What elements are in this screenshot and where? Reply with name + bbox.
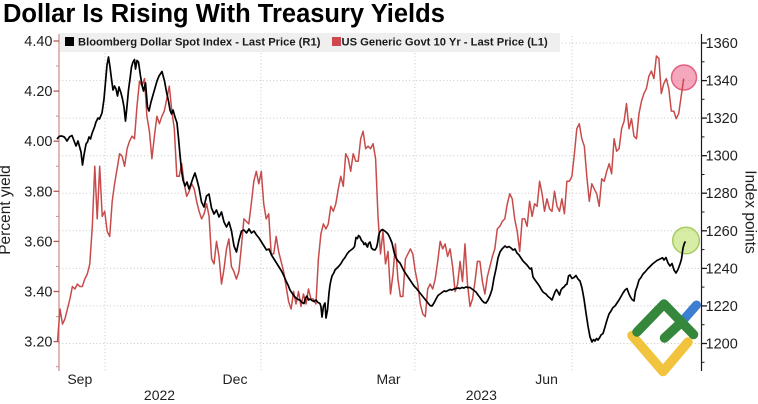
svg-text:2023: 2023	[466, 387, 497, 403]
svg-text:1260: 1260	[706, 224, 738, 240]
svg-text:Jun: Jun	[535, 371, 558, 387]
svg-text:Dec: Dec	[223, 371, 248, 387]
svg-text:Bloomberg Dollar Spot Index -: Bloomberg Dollar Spot Index - Last Price…	[78, 37, 321, 49]
svg-text:Percent yield: Percent yield	[0, 165, 14, 255]
svg-text:Mar: Mar	[376, 371, 400, 387]
svg-text:1240: 1240	[706, 261, 738, 277]
svg-text:1200: 1200	[706, 337, 738, 353]
svg-text:1220: 1220	[706, 299, 738, 315]
svg-text:2022: 2022	[144, 387, 175, 403]
svg-text:4.20: 4.20	[24, 84, 52, 100]
svg-text:1340: 1340	[706, 74, 738, 90]
svg-text:4.40: 4.40	[24, 34, 52, 50]
svg-text:Sep: Sep	[67, 371, 92, 387]
svg-text:3.60: 3.60	[24, 234, 52, 250]
svg-text:1320: 1320	[706, 111, 738, 127]
svg-text:1300: 1300	[706, 149, 738, 165]
svg-text:4.00: 4.00	[24, 134, 52, 150]
svg-text:3.20: 3.20	[24, 335, 52, 351]
svg-text:1280: 1280	[706, 186, 738, 202]
svg-text:1360: 1360	[706, 36, 738, 52]
svg-text:3.40: 3.40	[24, 285, 52, 301]
svg-text:Index points: Index points	[742, 170, 758, 254]
svg-text:US Generic Govt 10 Yr - Last P: US Generic Govt 10 Yr - Last Price (L1)	[342, 37, 548, 49]
svg-text:3.80: 3.80	[24, 184, 52, 200]
